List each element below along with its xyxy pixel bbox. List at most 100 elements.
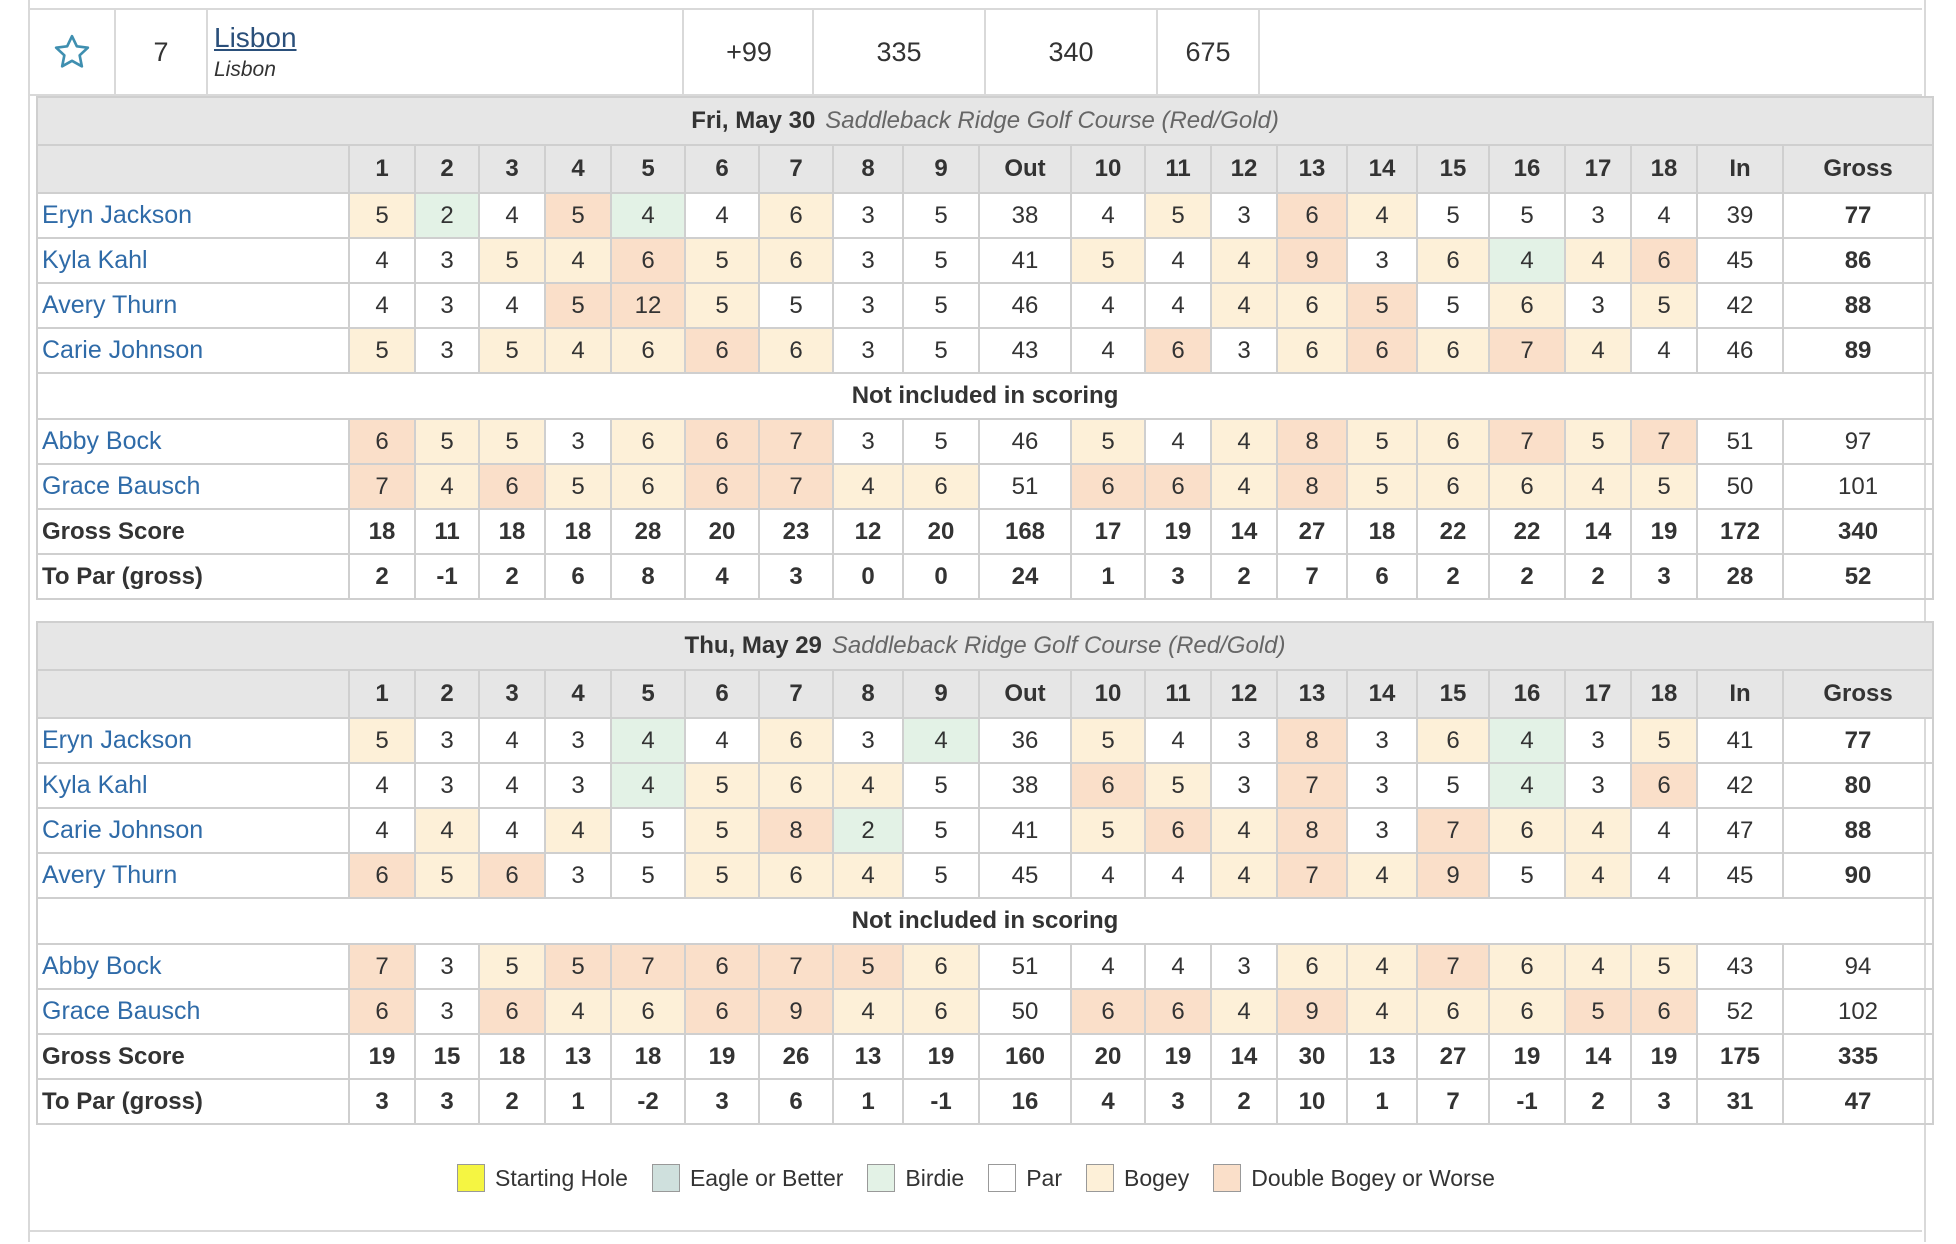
score-cell: 38 xyxy=(978,192,1072,239)
player-name-cell[interactable]: Avery Thurn xyxy=(36,852,350,899)
score-cell: 4 xyxy=(1346,988,1418,1035)
score-cell: 7 xyxy=(758,418,834,465)
player-name-link[interactable]: Carie Johnson xyxy=(42,336,204,364)
to-par-row-cell: 4 xyxy=(1070,1078,1146,1125)
hole-header: 6 xyxy=(684,669,760,719)
score-cell: 6 xyxy=(758,327,834,374)
player-name-link[interactable]: Kyla Kahl xyxy=(42,246,148,274)
hole-header: 13 xyxy=(1276,669,1348,719)
legend-item: Double Bogey or Worse xyxy=(1213,1164,1495,1192)
round-heading: Thu, May 29 Saddleback Ridge Golf Course … xyxy=(36,621,1934,671)
score-cell: 5 xyxy=(414,852,480,899)
score-cell: 3 xyxy=(1564,282,1632,329)
score-cell: 6 xyxy=(1144,988,1212,1035)
score-cell: 6 xyxy=(902,988,980,1035)
team-name-link[interactable]: Lisbon xyxy=(214,22,297,53)
score-cell: 3 xyxy=(1210,717,1278,764)
to-par-row-cell: 16 xyxy=(978,1078,1072,1125)
gross-score-row-cell: 13 xyxy=(832,1033,904,1080)
gross-score-row-cell: 13 xyxy=(544,1033,612,1080)
player-name-cell[interactable]: Abby Bock xyxy=(36,943,350,990)
score-cell: 7 xyxy=(758,463,834,510)
legend-item: Par xyxy=(988,1164,1062,1192)
score-cell: 6 xyxy=(1416,717,1490,764)
score-cell: 3 xyxy=(1346,717,1418,764)
to-par-row-cell: 52 xyxy=(1781,553,1935,600)
score-cell: 5 xyxy=(1630,717,1698,764)
score-cell: 4 xyxy=(1630,327,1698,374)
player-name-cell[interactable]: Kyla Kahl xyxy=(36,762,350,809)
hole-header: 11 xyxy=(1144,669,1212,719)
score-cell: 7 xyxy=(1488,418,1566,465)
player-name-link[interactable]: Avery Thurn xyxy=(42,291,178,319)
score-cell: 77 xyxy=(1781,192,1935,239)
score-cell: 9 xyxy=(758,988,834,1035)
score-cell: 39 xyxy=(1696,192,1784,239)
hole-header-row: 1 2 3 4 5 6 7 8 9 Out 10 11 12 13 14 15 16 17 18 In Gross xyxy=(36,144,1935,194)
to-par-row-cell: 2 xyxy=(1564,1078,1632,1125)
score-cell: 6 xyxy=(348,988,416,1035)
score-cell: 46 xyxy=(978,282,1072,329)
to-par-row-cell: 4 xyxy=(684,553,760,600)
score-cell: 94 xyxy=(1782,943,1934,990)
score-cell: 3 xyxy=(414,717,480,764)
player-name-cell[interactable]: Eryn Jackson xyxy=(36,192,350,239)
team-name-cell: Lisbon Lisbon xyxy=(208,10,684,94)
player-name-cell[interactable]: Kyla Kahl xyxy=(36,237,350,284)
player-row: Kyla Kahl 4 3 5 4 6 5 6 3 5 41 5 4 4 9 3 6 4 4 6 45 86 xyxy=(36,237,1935,284)
not-included-row: Not included in scoring xyxy=(35,372,1935,420)
to-par-row-cell: 1 xyxy=(832,1078,904,1125)
score-cell: 46 xyxy=(978,418,1072,465)
favorite-star-cell[interactable] xyxy=(30,10,116,94)
score-cell: 3 xyxy=(1210,192,1278,239)
player-name-link[interactable]: Abby Bock xyxy=(42,952,162,980)
player-name-link[interactable]: Eryn Jackson xyxy=(42,726,193,754)
gross-score-row-cell: 18 xyxy=(478,508,546,555)
score-cell: 51 xyxy=(978,943,1072,990)
score-cell: 6 xyxy=(610,988,686,1035)
player-name-link[interactable]: Carie Johnson xyxy=(42,816,204,844)
gross-score-row-label: Gross Score xyxy=(36,1033,350,1080)
player-name-cell[interactable]: Grace Bausch xyxy=(36,463,350,510)
player-name-link[interactable]: Eryn Jackson xyxy=(42,201,193,229)
score-cell: 6 xyxy=(610,418,686,465)
hole-header-row: 1 2 3 4 5 6 7 8 9 Out 10 11 12 13 14 15 16 17 18 In Gross xyxy=(36,669,1934,719)
score-cell: 6 xyxy=(1144,463,1212,510)
legend-label: Eagle or Better xyxy=(689,1164,844,1191)
score-cell: 3 xyxy=(544,717,612,764)
score-cell: 5 xyxy=(414,418,480,465)
hole-header: Out xyxy=(978,144,1072,194)
gross-score-row-cell: 18 xyxy=(1346,508,1418,555)
score-cell: 7 xyxy=(1276,852,1348,899)
score-cell: 2 xyxy=(414,192,480,239)
score-cell: 4 xyxy=(1564,463,1632,510)
legend-label: Par xyxy=(1026,1164,1062,1191)
score-cell: 5 xyxy=(1070,418,1146,465)
score-cell: 6 xyxy=(902,463,980,510)
score-cell: 5 xyxy=(348,717,416,764)
player-name-link[interactable]: Grace Bausch xyxy=(42,472,201,500)
player-row: Grace Bausch 6 3 6 4 6 6 9 4 6 50 6 6 4 9 4 6 6 5 6 52 102 xyxy=(36,988,1934,1035)
score-cell: 3 xyxy=(1210,943,1278,990)
player-name-cell[interactable]: Eryn Jackson xyxy=(36,717,350,764)
player-name-cell[interactable]: Carie Johnson xyxy=(36,327,350,374)
score-cell: 4 xyxy=(1144,717,1212,764)
to-par-row-cell: 3 xyxy=(348,1078,416,1125)
player-name-link[interactable]: Kyla Kahl xyxy=(42,771,148,799)
gross-score-row-cell: 20 xyxy=(684,508,760,555)
score-cell: 5 xyxy=(1144,192,1212,239)
player-name-cell[interactable]: Grace Bausch xyxy=(36,988,350,1035)
hole-header: 14 xyxy=(1346,144,1418,194)
hole-header: In xyxy=(1696,144,1784,194)
player-name-link[interactable]: Abby Bock xyxy=(42,427,162,455)
player-name-cell[interactable]: Abby Bock xyxy=(36,418,350,465)
player-name-cell[interactable]: Carie Johnson xyxy=(36,807,350,854)
player-name-cell[interactable]: Avery Thurn xyxy=(36,282,350,329)
star-icon[interactable] xyxy=(52,32,92,72)
score-cell: 3 xyxy=(1564,762,1632,809)
player-name-link[interactable]: Avery Thurn xyxy=(42,861,178,889)
player-name-link[interactable]: Grace Bausch xyxy=(42,997,201,1025)
score-cell: 7 xyxy=(1488,327,1566,374)
legend-item: Bogey xyxy=(1086,1164,1189,1192)
gross-score-row-cell: 168 xyxy=(978,508,1072,555)
